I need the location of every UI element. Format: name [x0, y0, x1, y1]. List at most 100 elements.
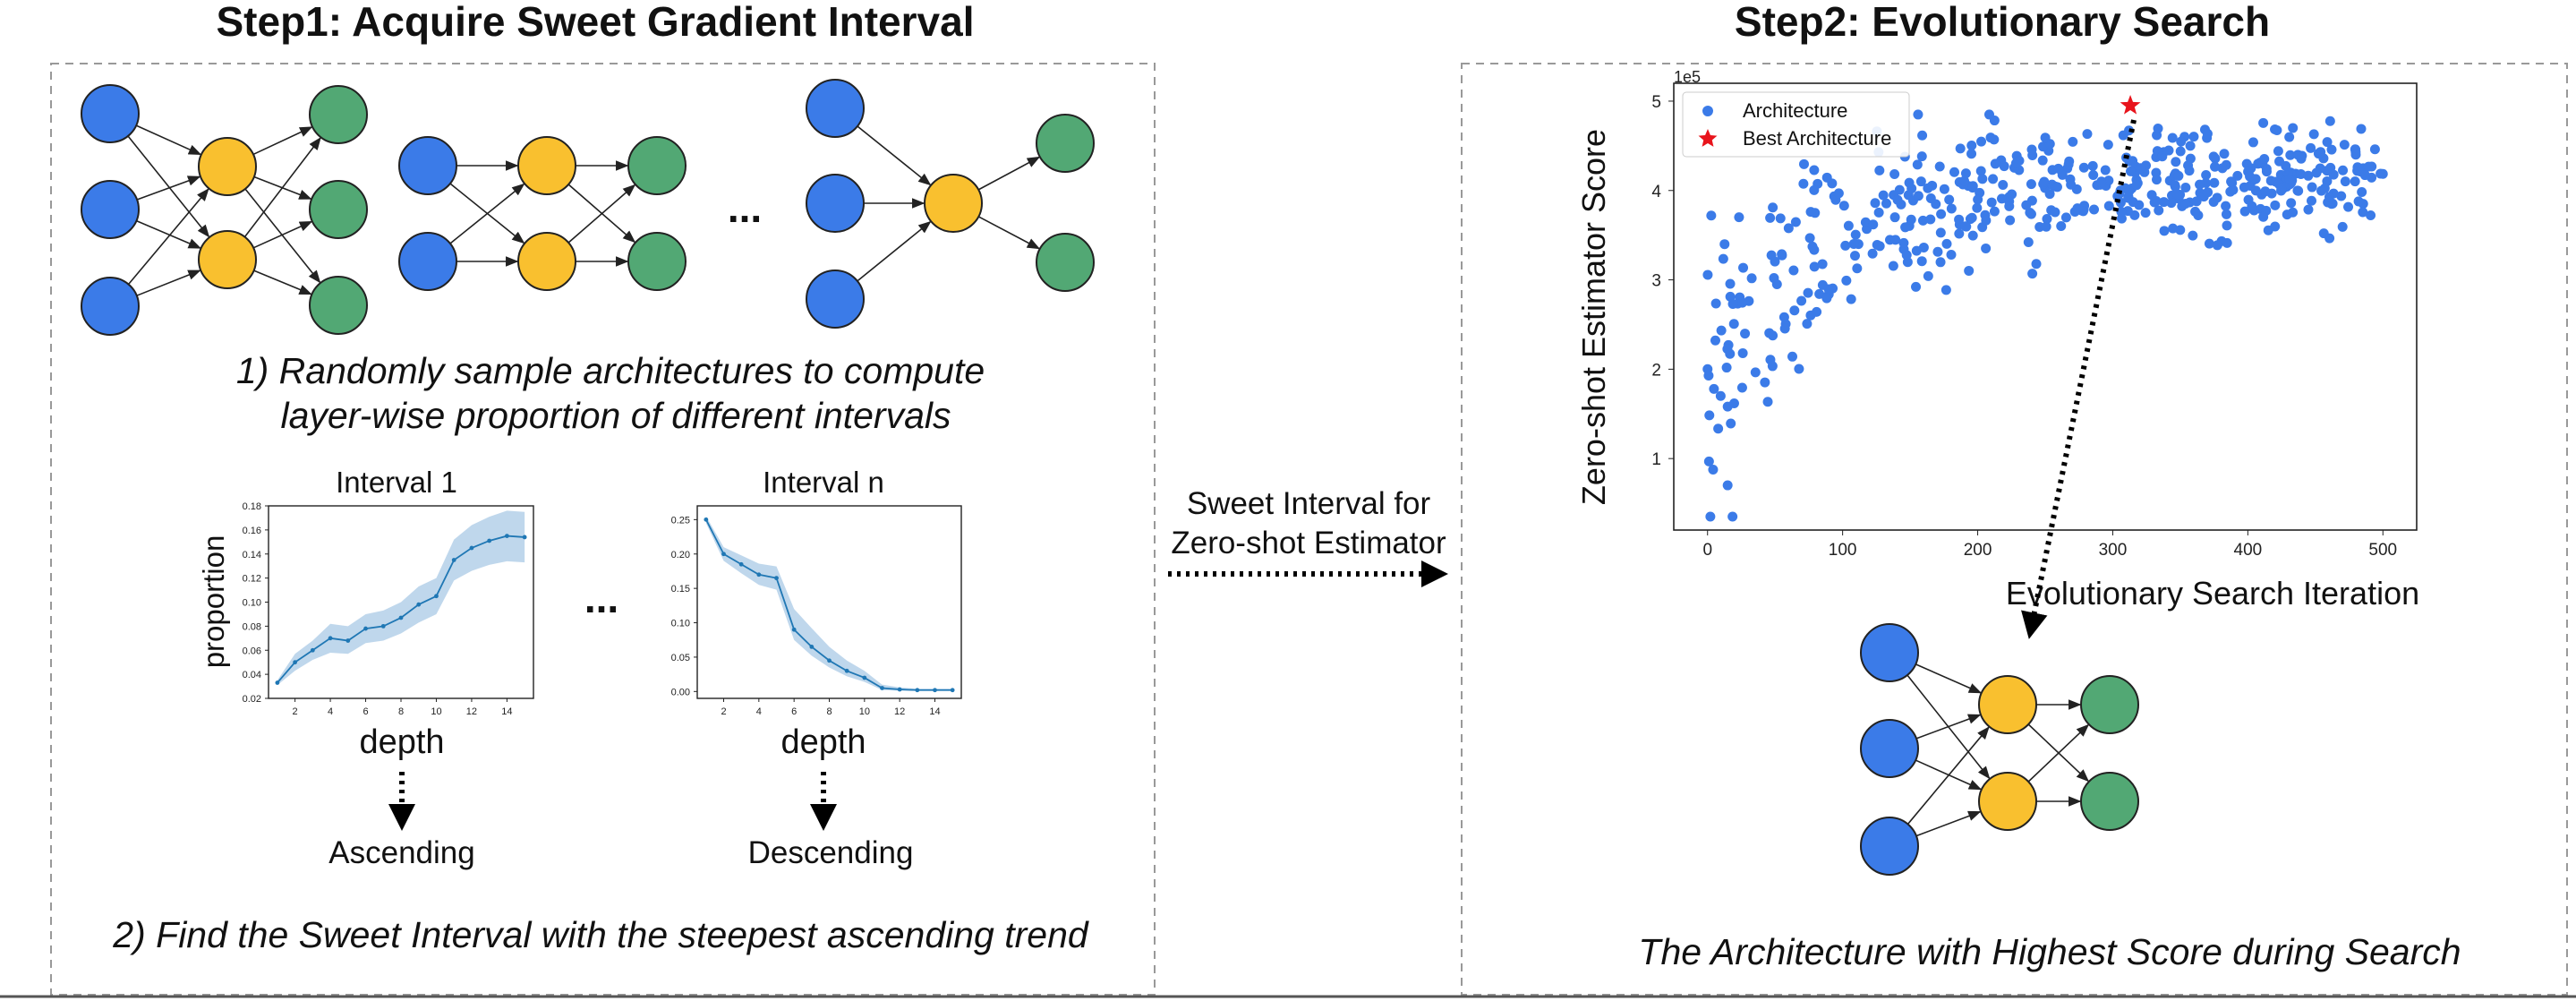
chart2-point	[756, 572, 762, 578]
architecture-point	[1718, 253, 1728, 264]
chart1-xtick-label: 10	[431, 706, 441, 717]
hidden-node	[517, 232, 576, 291]
architecture-point	[1946, 250, 1957, 261]
architecture-point	[1727, 298, 1738, 309]
network-edge	[253, 270, 312, 295]
architecture-point	[2159, 197, 2170, 208]
architecture-point	[2208, 151, 2219, 162]
architecture-point	[2221, 201, 2231, 211]
architecture-point	[2031, 259, 2042, 270]
chart1-ytick-label: 0.10	[243, 598, 261, 609]
architecture-point	[1941, 285, 1951, 295]
architecture-point	[1976, 136, 1987, 147]
architecture-point	[1789, 305, 1800, 316]
architecture-point	[2297, 150, 2307, 161]
network-edge	[1915, 810, 1982, 837]
architecture-point	[2228, 184, 2239, 195]
architecture-point	[2245, 181, 2256, 192]
chart2-point	[880, 686, 884, 690]
chart1-ylabel: proportion	[197, 535, 230, 669]
scatter-xtick-label: 200	[1964, 541, 1992, 560]
architecture-point	[2168, 223, 2179, 234]
architecture-point	[1896, 199, 1906, 210]
hidden-node	[924, 174, 983, 233]
architecture-point	[1900, 222, 1911, 233]
architecture-point	[2118, 130, 2128, 141]
architecture-point	[1823, 284, 1834, 295]
chart2-point	[897, 687, 902, 692]
chart2-point	[721, 552, 726, 557]
output-node	[2080, 675, 2139, 734]
architecture-point	[1999, 161, 2009, 172]
architecture-point	[1779, 323, 1790, 334]
interval-n-chart: Interval n depth Descending 2 4 6 8 10 12 14 0.…	[671, 466, 962, 870]
architecture-point	[2041, 221, 2051, 232]
architecture-point	[1923, 270, 1933, 281]
architecture-point	[1964, 265, 1975, 276]
step1-title: Step1: Acquire Sweet Gradient Interval	[217, 0, 975, 45]
chart2-point	[791, 627, 797, 632]
architecture-point	[1985, 133, 1996, 143]
architecture-point	[2010, 158, 2021, 168]
architecture-point	[1807, 241, 1818, 252]
architecture-point	[1734, 212, 1744, 223]
architecture-point	[1889, 169, 1900, 180]
architecture-point	[1874, 241, 1885, 252]
architecture-point	[1873, 207, 1884, 218]
architecture-point	[1954, 228, 1965, 239]
architecture-point	[1966, 149, 1977, 159]
architecture-point	[1809, 184, 1820, 195]
architecture-point	[2307, 182, 2317, 192]
architecture-point	[1746, 273, 1757, 284]
architecture-point	[2222, 237, 2232, 248]
architecture-point	[2258, 117, 2269, 128]
evolutionary-search-scatter: Zero-shot Estimator Score Evolutionary S…	[1575, 68, 2419, 612]
hidden-node	[1978, 772, 2037, 831]
architecture-point	[2266, 188, 2277, 199]
architecture-point	[1973, 194, 1983, 205]
architecture-point	[1722, 480, 1733, 491]
chart1-point	[345, 638, 351, 643]
hidden-node	[517, 136, 576, 195]
chart2-xtick-label: 4	[756, 706, 762, 717]
architecture-point	[1915, 176, 1926, 187]
architecture-point	[1817, 259, 1828, 270]
architecture-point	[2336, 191, 2347, 201]
architecture-point	[2023, 236, 2034, 247]
architecture-point	[2239, 206, 2250, 217]
scatter-ylabel: Zero-shot Estimator Score	[1575, 129, 1612, 505]
chart2-point	[933, 688, 937, 693]
network-edge	[2027, 723, 2090, 783]
chart2-point	[862, 675, 867, 680]
architecture-point	[1805, 310, 1816, 321]
legend-best-marker	[1698, 129, 1718, 147]
step1-caption-line2: layer-wise proportion of different inter…	[281, 395, 951, 436]
architecture-point	[2316, 147, 2326, 158]
charts-ellipsis: ...	[584, 575, 618, 621]
architecture-point	[2050, 207, 2060, 218]
sampled-architectures	[81, 79, 2139, 876]
scatter-frame	[1673, 82, 2418, 531]
scatter-ytick-label: 1	[1651, 450, 1661, 469]
chart2-point	[704, 517, 709, 522]
architecture-point	[2056, 220, 2067, 231]
architecture-point	[2274, 156, 2285, 167]
networks-ellipsis: ...	[728, 184, 762, 231]
architecture-point	[1798, 178, 1809, 189]
architecture-point	[2303, 204, 2314, 215]
architecture-point	[1986, 197, 1997, 208]
architecture-point	[1967, 230, 1978, 241]
architecture-point	[1798, 158, 1809, 169]
scatter-xlabel: Evolutionary Search Iteration	[2006, 575, 2419, 612]
architecture-point	[2286, 198, 2297, 209]
scatter-ytick-label: 3	[1651, 272, 1661, 291]
architecture-point	[2005, 215, 2016, 226]
architecture-point	[1768, 202, 1778, 213]
architecture-point	[1966, 141, 1977, 151]
chart1-ytick-label: 0.02	[243, 694, 261, 705]
architecture-point	[1949, 167, 1959, 177]
architecture-point	[1955, 143, 1966, 154]
architecture-point	[1710, 298, 1721, 309]
middle-label-line1: Sweet Interval for	[1187, 486, 1431, 521]
architecture-point	[1715, 390, 1726, 401]
